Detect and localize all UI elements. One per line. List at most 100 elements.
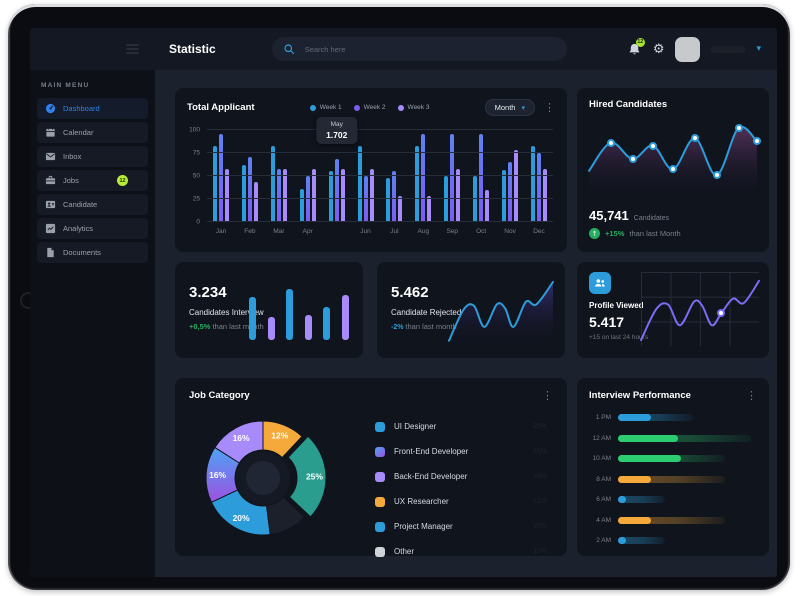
total-applicant-legend: Week 1 Week 2 Week 3: [309, 104, 429, 111]
sidebar-item-candidate[interactable]: Candidate: [37, 194, 148, 215]
hamburger-menu-icon[interactable]: [126, 44, 139, 54]
legend-row-front-end-developer[interactable]: Front-End Developer 16%: [375, 439, 547, 464]
bar-week3[interactable]: [340, 168, 345, 222]
legend-label: Other: [394, 547, 415, 556]
bar-week2[interactable]: [450, 133, 455, 222]
data-point-dot: [734, 123, 743, 132]
bar-week3[interactable]: [514, 150, 519, 222]
sidebar-item-label: Candidate: [63, 200, 98, 209]
performance-row: 6 AM: [587, 496, 755, 503]
bar-group-jan: Jan: [213, 130, 229, 235]
bar-week3[interactable]: [225, 168, 229, 222]
search-bar[interactable]: [271, 37, 567, 61]
legend-row-project-manager[interactable]: Project Manager 20%: [375, 514, 547, 539]
bar-week2[interactable]: [536, 153, 541, 222]
time-label: 2 AM: [596, 537, 611, 544]
donut-slice-ui-designer[interactable]: [287, 435, 327, 518]
x-axis-label: Mar: [273, 228, 285, 235]
time-label: 6 AM: [596, 496, 611, 503]
job-category-title: Job Category: [189, 390, 250, 401]
bar-week1[interactable]: [213, 145, 217, 222]
performance-bar: [618, 434, 755, 442]
settings-button[interactable]: ⚙: [652, 41, 665, 57]
bar-week2[interactable]: [247, 156, 252, 222]
legend-row-ui-designer[interactable]: UI Designer 25%: [375, 414, 547, 439]
bar-week2[interactable]: [421, 133, 426, 222]
job-category-menu-button[interactable]: ⋮: [542, 389, 553, 402]
donut-slice-back-end-developer[interactable]: [214, 420, 264, 464]
bar-week3[interactable]: [311, 168, 316, 222]
bar-week2[interactable]: [508, 162, 513, 222]
bar-week3[interactable]: [282, 168, 287, 222]
bar-week3[interactable]: [398, 196, 403, 222]
legend-value: 16%: [532, 448, 547, 455]
bar-week1[interactable]: [386, 177, 391, 222]
performance-bar: [618, 414, 755, 421]
x-axis-label: Jan: [215, 228, 227, 235]
bar-week1[interactable]: [299, 188, 304, 222]
avatar[interactable]: [675, 36, 701, 62]
bar-week1[interactable]: [502, 169, 507, 222]
bar-group-oct: Oct: [473, 130, 490, 235]
legend-row-ux-researcher[interactable]: UX Researcher 12%: [375, 489, 547, 514]
x-axis-label: Nov: [504, 228, 516, 235]
bar-week1[interactable]: [530, 145, 535, 222]
sidebar-item-documents[interactable]: Documents: [37, 242, 148, 263]
bar-week2[interactable]: [334, 159, 339, 222]
bar-dim-segment: [618, 496, 665, 503]
bar-week2[interactable]: [363, 176, 368, 222]
bar-week2[interactable]: [276, 168, 281, 222]
period-select[interactable]: Month ▾: [484, 99, 535, 116]
notification-badge: 12: [635, 37, 645, 47]
bar-week1[interactable]: [415, 145, 420, 222]
legend-label: Week 1: [319, 104, 342, 111]
bar-bright-segment: [618, 414, 651, 421]
bar-week3[interactable]: [485, 189, 490, 222]
bar-week2[interactable]: [392, 171, 397, 222]
bar-week1[interactable]: [241, 164, 246, 222]
donut-slice-ux-researcher[interactable]: [262, 420, 303, 459]
sidebar-item-inbox[interactable]: Inbox: [37, 146, 148, 167]
sidebar-item-analytics[interactable]: Analytics: [37, 218, 148, 239]
profile-chevron-down-icon[interactable]: ▾: [756, 44, 761, 54]
bar-week3[interactable]: [456, 168, 461, 222]
performance-bar: [618, 455, 755, 462]
search-input[interactable]: [302, 43, 556, 55]
bar-group-apr: Apr: [299, 130, 316, 235]
bar-week1[interactable]: [444, 176, 449, 222]
dashboard-icon: [45, 103, 56, 114]
bar-group-nov: Nov: [502, 130, 519, 235]
bar-week2[interactable]: [305, 176, 310, 222]
sidebar-section-label: MAIN MENU: [41, 82, 90, 89]
bar-week1[interactable]: [270, 145, 275, 222]
bar-week2[interactable]: [479, 133, 484, 222]
bar-week2[interactable]: [219, 133, 223, 222]
gridline: [207, 152, 553, 153]
notifications-button[interactable]: 12: [627, 37, 645, 57]
bar-week3[interactable]: [253, 182, 258, 222]
legend-row-back-end-developer[interactable]: Back-End Developer 16%: [375, 464, 547, 489]
sidebar-item-dashboard[interactable]: Dashboard: [37, 98, 148, 119]
sidebar: MAIN MENU Dashboard Calendar Inbox Jobs 12 Ca…: [30, 70, 155, 577]
sidebar-item-label: Documents: [63, 248, 101, 257]
bar-week3[interactable]: [427, 196, 432, 222]
time-label: 10 AM: [592, 455, 611, 462]
interview-delta-note: than last month: [212, 322, 264, 331]
legend-row-other[interactable]: Other 11%: [375, 539, 547, 564]
performance-row: 8 AM: [587, 475, 755, 483]
bar-week3[interactable]: [369, 168, 374, 222]
total-applicant-menu-button[interactable]: ⋮: [543, 101, 555, 114]
bar-week3[interactable]: [542, 168, 547, 222]
legend-swatch: [375, 521, 385, 532]
total-applicant-card: Total Applicant Week 1 Week 2 Week 3 Month…: [175, 88, 567, 252]
sidebar-item-label: Dashboard: [63, 104, 100, 113]
bar-week1[interactable]: [357, 145, 362, 222]
bar-week1[interactable]: [473, 176, 478, 222]
candidate-icon: [45, 199, 56, 210]
sidebar-item-jobs[interactable]: Jobs 12: [37, 170, 148, 191]
sidebar-item-calendar[interactable]: Calendar: [37, 122, 148, 143]
performance-row: 2 AM: [587, 537, 755, 544]
interview-performance-menu-button[interactable]: ⋮: [746, 389, 757, 402]
y-axis-tick: 75: [192, 149, 200, 157]
bar-week1[interactable]: [328, 171, 333, 222]
